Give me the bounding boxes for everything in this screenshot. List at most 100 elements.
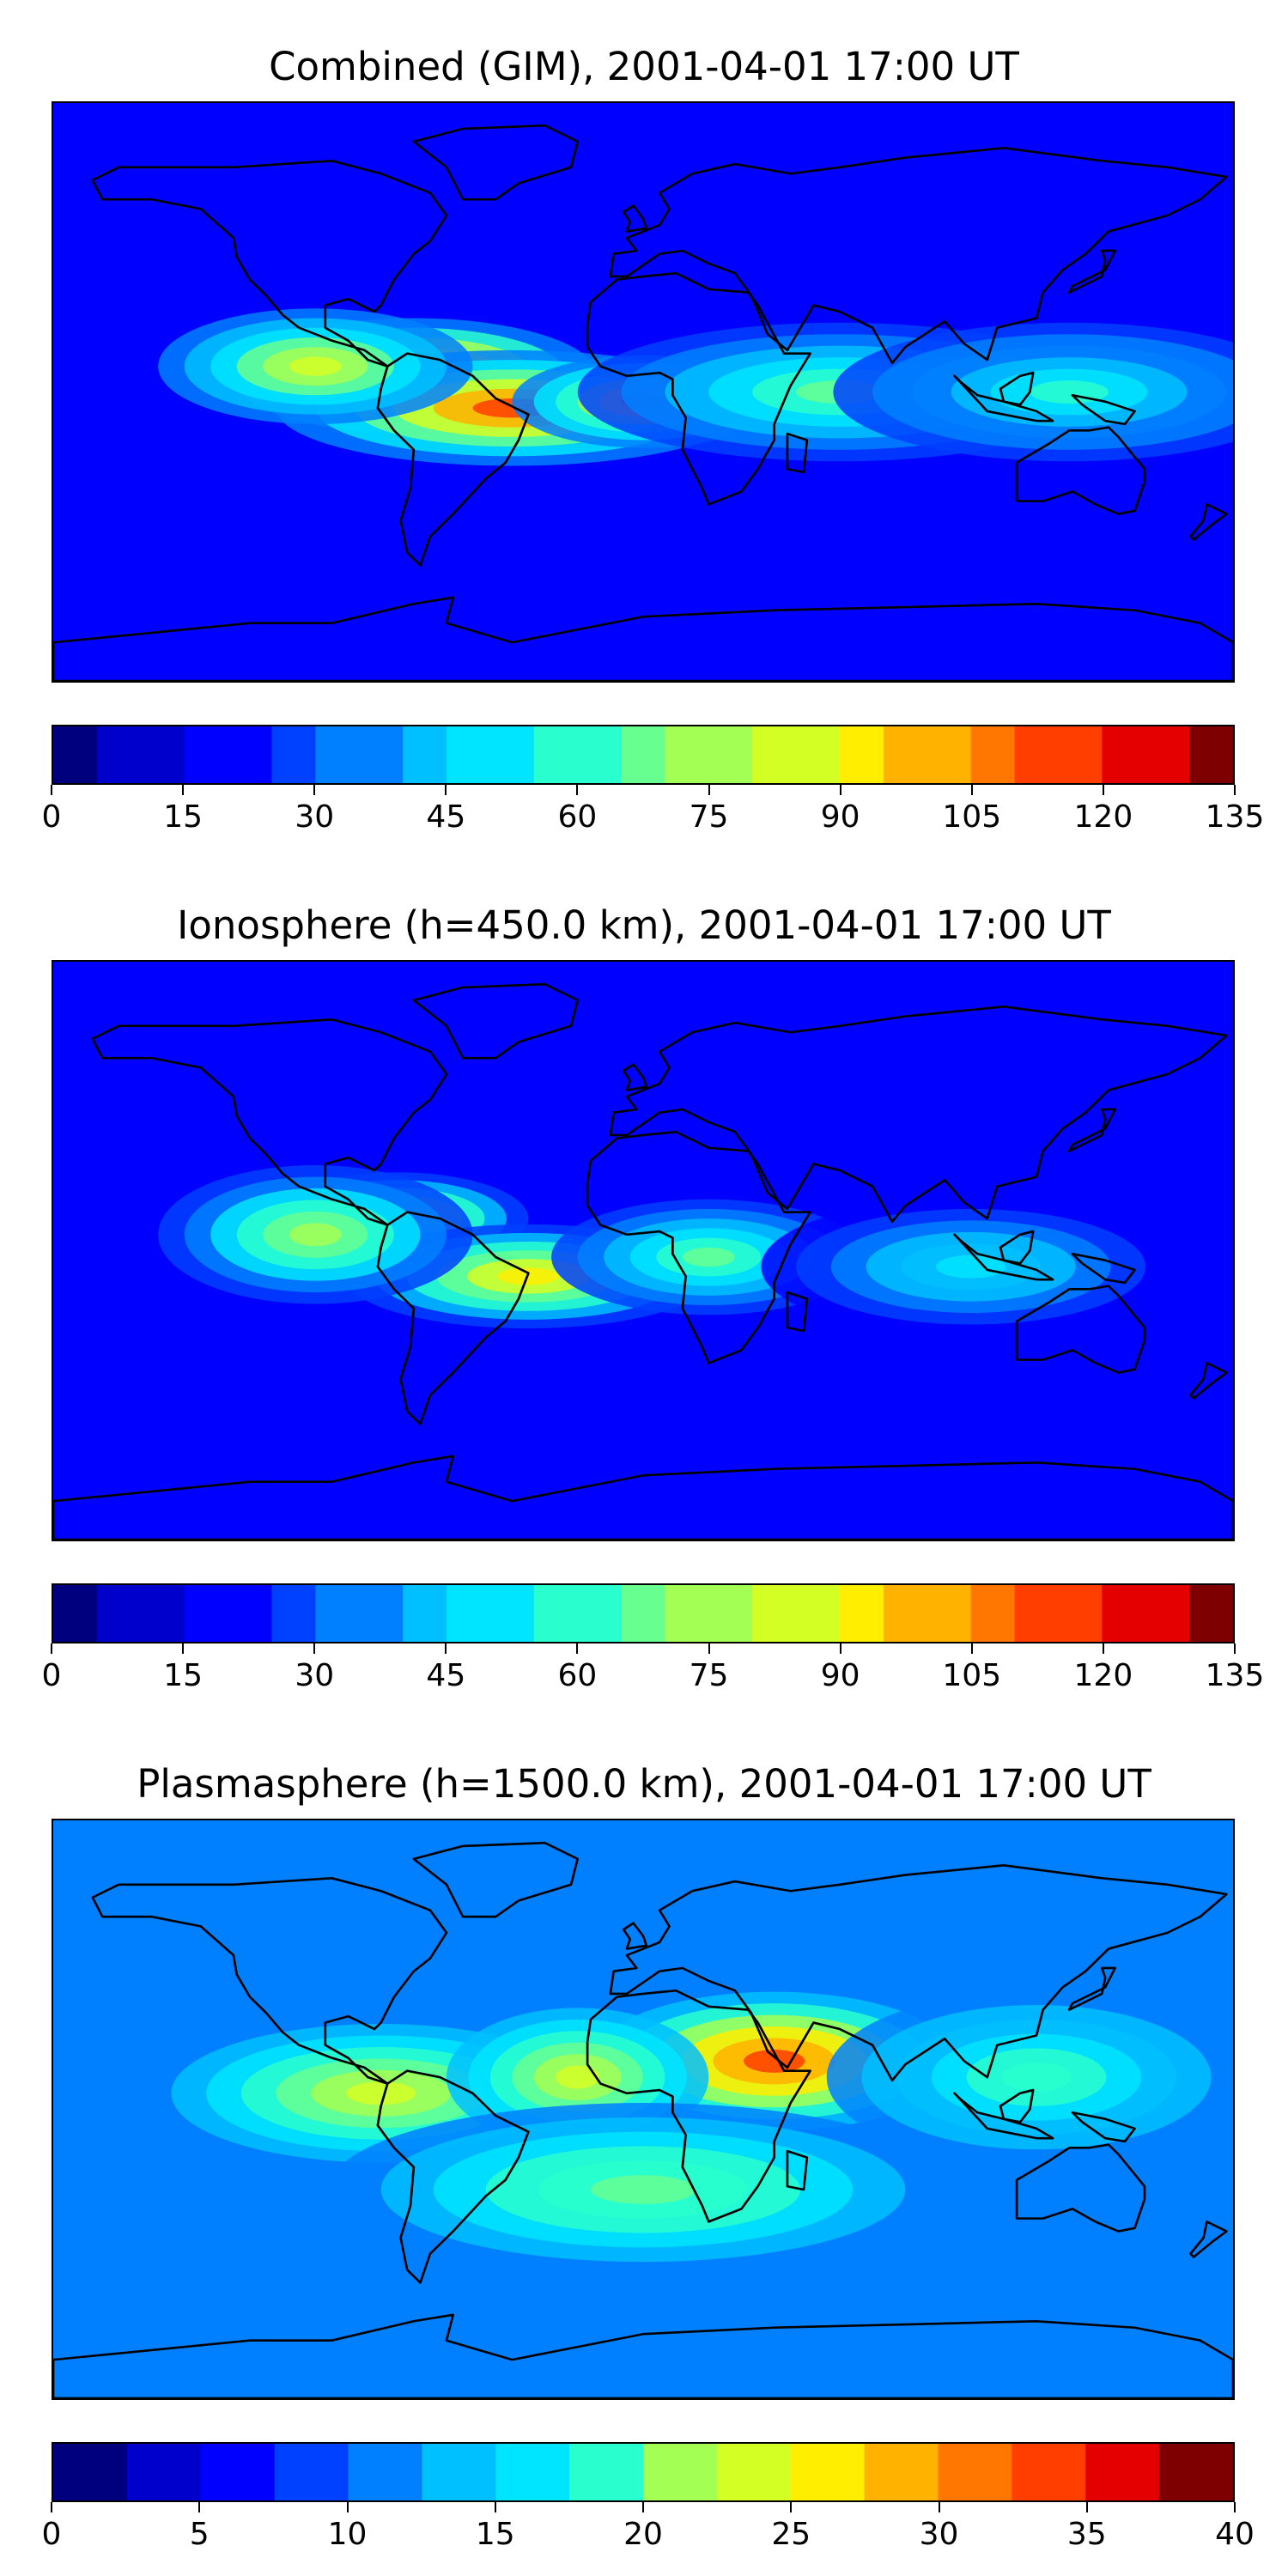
hotspot-5-level-1 bbox=[1001, 2063, 1072, 2092]
colorbar-band-10 bbox=[447, 726, 491, 783]
coastline-madagascar bbox=[786, 432, 809, 474]
coastline-new-zealand bbox=[1189, 2221, 1228, 2258]
colorbar-tick-mark bbox=[1234, 1643, 1236, 1654]
colorbar-band-14 bbox=[1012, 2444, 1086, 2500]
colorbar-band-12 bbox=[533, 726, 579, 783]
panel-2-map-field bbox=[53, 962, 1233, 1540]
colorbar-tick-label: 25 bbox=[771, 2517, 811, 2552]
colorbar-band-11 bbox=[489, 1585, 535, 1642]
colorbar-band-13 bbox=[577, 1585, 623, 1642]
coastline-antarctica bbox=[53, 2313, 1233, 2398]
colorbar-band-5 bbox=[348, 2444, 423, 2500]
hotspot-3-level-1 bbox=[556, 2065, 600, 2089]
colorbar-tick-mark bbox=[708, 785, 710, 795]
colorbar-tick-label: 30 bbox=[919, 2517, 959, 2552]
colorbar-band-20 bbox=[883, 726, 928, 783]
colorbar-band-19 bbox=[840, 1585, 884, 1642]
colorbar-tick-mark bbox=[445, 1643, 447, 1654]
colorbar-band-22 bbox=[970, 1585, 1016, 1642]
colorbar-tick-mark bbox=[313, 785, 316, 795]
colorbar-band-3 bbox=[140, 1585, 185, 1642]
colorbar-tick-mark bbox=[576, 1643, 579, 1654]
coastline-south-america bbox=[376, 352, 530, 567]
colorbar-band-16 bbox=[1159, 2444, 1233, 2500]
coastline-australia bbox=[1015, 1285, 1146, 1374]
colorbar-band-9 bbox=[643, 2444, 718, 2500]
colorbar-band-3 bbox=[200, 2444, 276, 2500]
colorbar-tick-label: 120 bbox=[1073, 799, 1133, 835]
coastline-north-america bbox=[91, 1876, 448, 2085]
panel-1-map-field bbox=[53, 103, 1233, 681]
colorbar-band-13 bbox=[577, 726, 623, 783]
colorbar-band-12 bbox=[864, 2444, 939, 2500]
colorbar-tick-label: 10 bbox=[327, 2517, 368, 2552]
panel-3-map bbox=[52, 1819, 1235, 2400]
colorbar-tick-mark bbox=[494, 2502, 496, 2512]
colorbar-band-9 bbox=[403, 1585, 447, 1642]
coastline-africa bbox=[586, 1130, 811, 1364]
panel-3-map-field bbox=[53, 1820, 1233, 2398]
colorbar-band-7 bbox=[495, 2444, 570, 2500]
coastline-australia bbox=[1015, 2143, 1146, 2233]
colorbar-band-6 bbox=[271, 1585, 317, 1642]
panel-2-colorbar-bands bbox=[53, 1585, 1233, 1642]
coastline-new-zealand bbox=[1189, 1362, 1228, 1400]
colorbar-tick-label: 120 bbox=[1073, 1658, 1133, 1693]
colorbar-tick-mark bbox=[576, 785, 579, 795]
colorbar-band-19 bbox=[840, 726, 884, 783]
coastline-europe-asia bbox=[609, 147, 1228, 365]
colorbar-band-12 bbox=[533, 1585, 579, 1642]
colorbar-band-21 bbox=[927, 726, 972, 783]
coastline-indonesia bbox=[953, 374, 1054, 422]
panel-3-title: Plasmasphere (h=1500.0 km), 2001-04-01 1… bbox=[137, 1761, 1151, 1807]
colorbar-band-11 bbox=[489, 726, 535, 783]
colorbar-band-1 bbox=[53, 2444, 128, 2500]
panel-1-title: Combined (GIM), 2001-04-01 17:00 UT bbox=[269, 44, 1019, 89]
panel-1-colorbar-bands bbox=[53, 726, 1233, 783]
colorbar-tick-mark bbox=[182, 785, 185, 795]
colorbar-band-8 bbox=[359, 1585, 404, 1642]
colorbar-band-18 bbox=[796, 1585, 841, 1642]
coastlines bbox=[53, 982, 1233, 1540]
colorbar-band-8 bbox=[359, 726, 404, 783]
colorbar-tick-label: 105 bbox=[942, 799, 1002, 835]
coastline-new-guinea bbox=[1071, 393, 1136, 426]
colorbar-band-1 bbox=[53, 1585, 98, 1642]
coastline-greenland bbox=[412, 124, 580, 201]
coastline-africa bbox=[586, 1989, 811, 2223]
colorbar-band-5 bbox=[228, 1585, 273, 1642]
colorbar-tick-label: 90 bbox=[820, 1658, 860, 1693]
panel-3-colorbar-ticks: 0 5 10 15 20 25 30 35 40 bbox=[42, 2502, 1255, 2554]
coastline-europe-asia bbox=[609, 1864, 1228, 2082]
colorbar-band-25 bbox=[1102, 1585, 1146, 1642]
panel-1-colorbar bbox=[52, 725, 1235, 785]
colorbar-band-6 bbox=[422, 2444, 496, 2500]
colorbar-band-25 bbox=[1102, 726, 1146, 783]
colorbar-tick-label: 75 bbox=[689, 1658, 729, 1693]
colorbar-band-8 bbox=[569, 2444, 644, 2500]
colorbar-band-10 bbox=[716, 2444, 792, 2500]
colorbar-band-4 bbox=[274, 2444, 349, 2500]
coastline-australia bbox=[1015, 426, 1146, 515]
colorbar-band-24 bbox=[1058, 1585, 1103, 1642]
coastline-borneo bbox=[999, 1230, 1035, 1265]
colorbar-band-26 bbox=[1145, 726, 1190, 783]
colorbar-tick-label: 45 bbox=[426, 799, 466, 835]
colorbar-tick-label: 40 bbox=[1215, 2517, 1255, 2552]
colorbar-band-27 bbox=[1189, 726, 1233, 783]
coastlines bbox=[53, 124, 1233, 681]
colorbar-band-15 bbox=[1085, 2444, 1160, 2500]
colorbar-tick-label: 35 bbox=[1066, 2517, 1107, 2552]
colorbar-band-16 bbox=[708, 1585, 753, 1642]
colorbar-band-7 bbox=[315, 1585, 360, 1642]
colorbar-tick-mark bbox=[51, 1643, 52, 1654]
hotspot-2-level-1 bbox=[345, 2081, 416, 2105]
colorbar-tick-mark bbox=[445, 785, 447, 795]
colorbar-band-4 bbox=[184, 726, 229, 783]
hotspot-3-level-1 bbox=[289, 1223, 342, 1247]
colorbar-tick-mark bbox=[51, 2502, 52, 2512]
colorbar-band-4 bbox=[184, 1585, 229, 1642]
colorbar-band-2 bbox=[96, 1585, 142, 1642]
colorbar-tick-label: 20 bbox=[623, 2517, 663, 2552]
coastline-japan bbox=[1067, 249, 1116, 294]
